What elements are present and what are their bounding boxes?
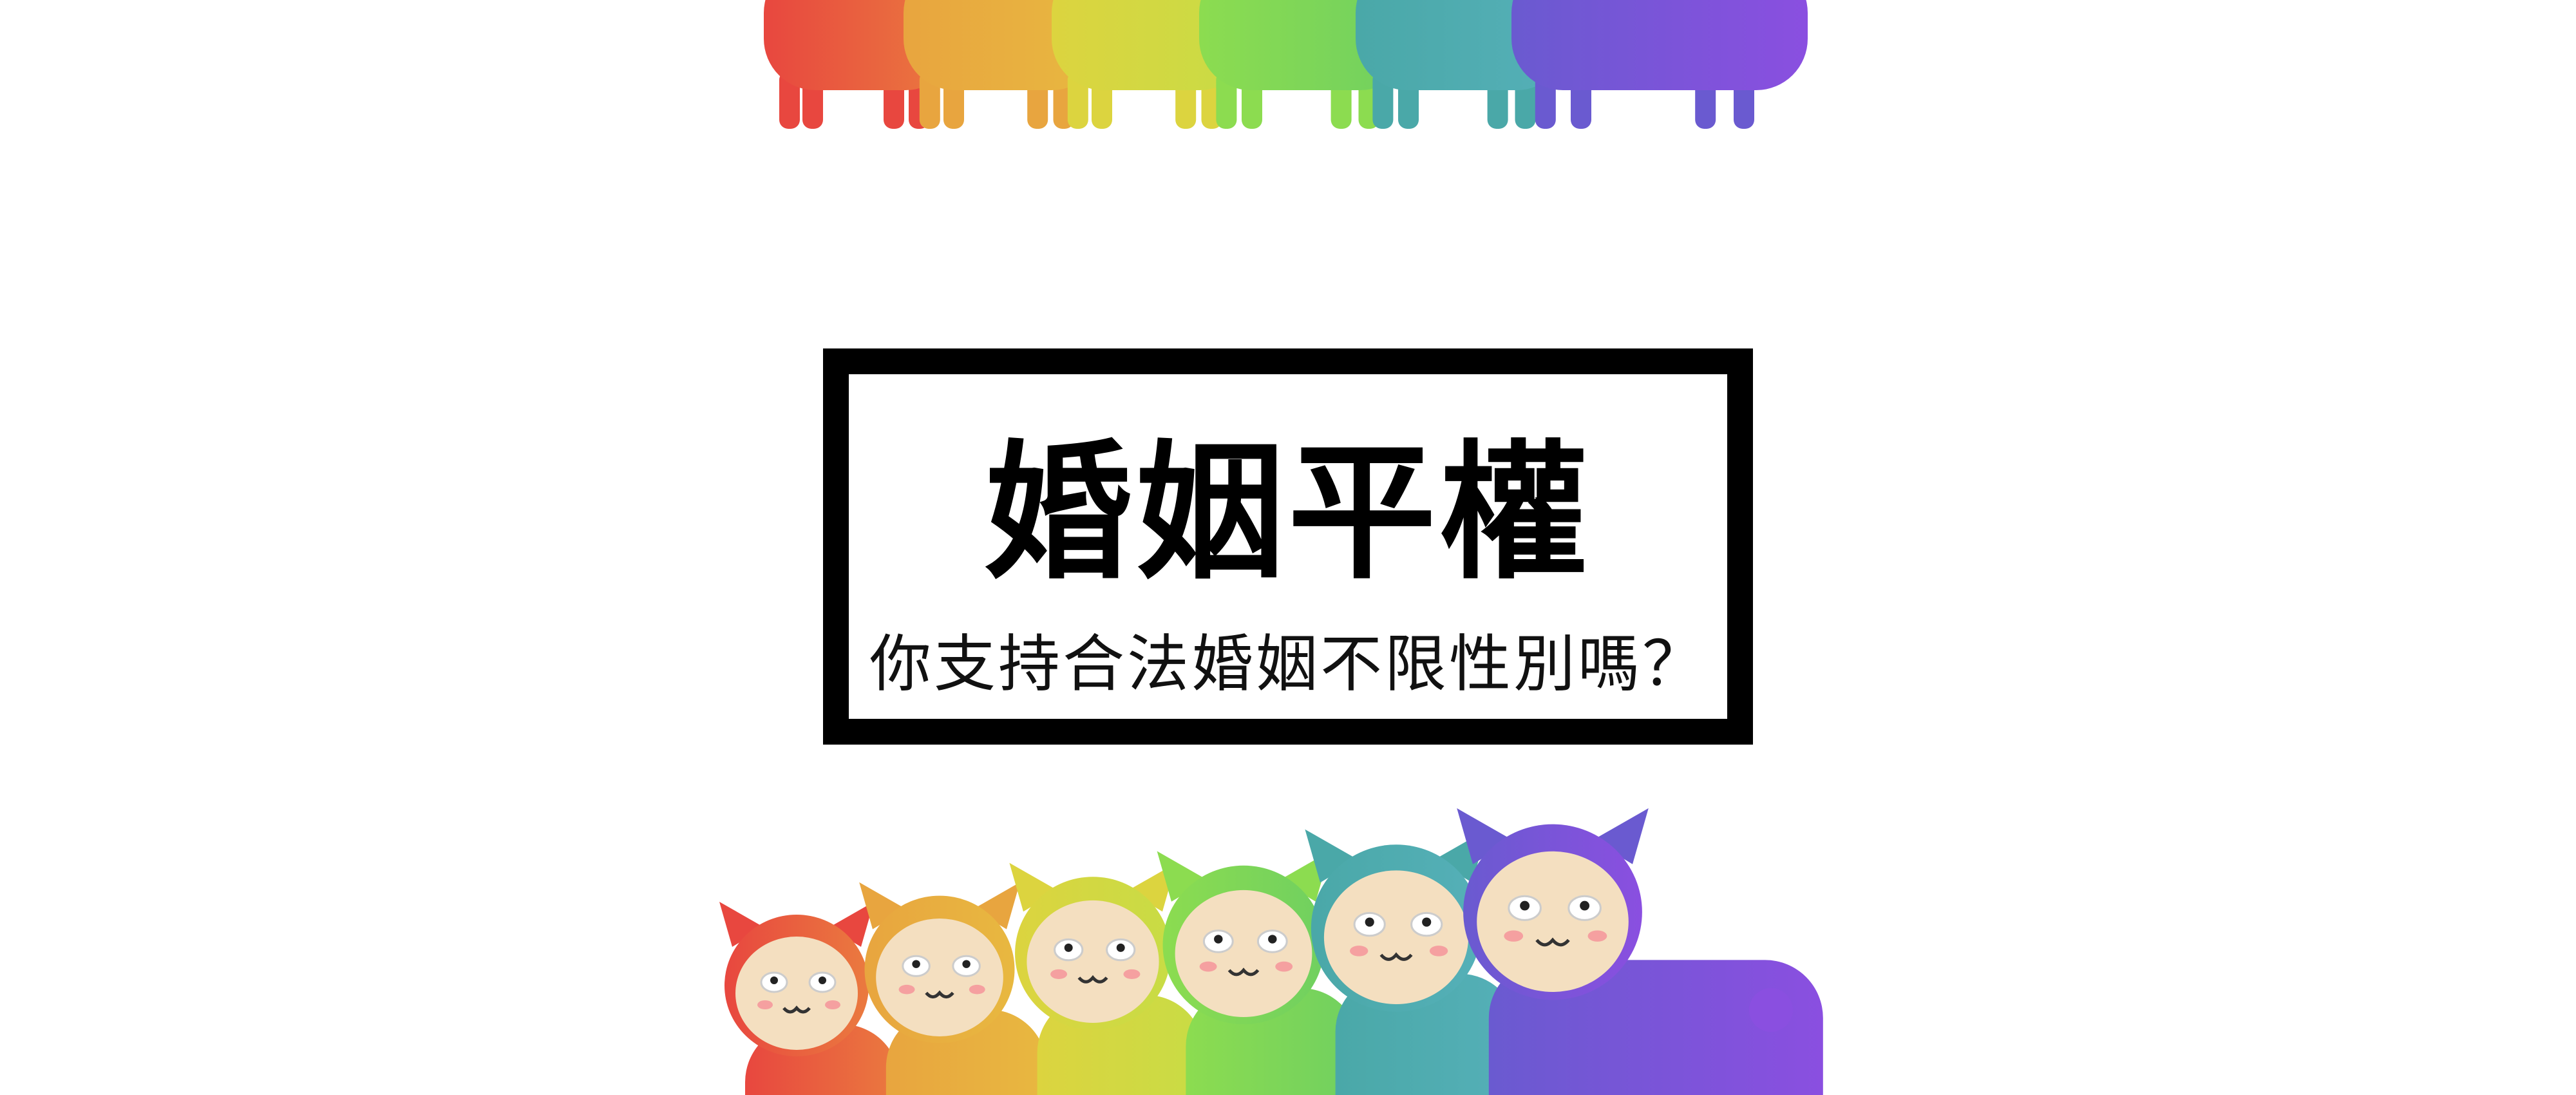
alpaca-pupil bbox=[1064, 943, 1073, 952]
alpaca-ear bbox=[1009, 862, 1058, 912]
alpaca-pupil bbox=[1580, 900, 1590, 911]
alpaca-face bbox=[1323, 870, 1469, 1004]
alpaca-pupil bbox=[1116, 943, 1125, 952]
alpaca-pupil bbox=[1422, 917, 1432, 927]
alpaca-mouth bbox=[1227, 967, 1260, 976]
alpaca-ear bbox=[1593, 808, 1649, 864]
alpaca-pupil bbox=[1214, 935, 1223, 944]
title-card: 婚姻平權 你支持合法婚姻不限性別嗎？ bbox=[823, 348, 1753, 745]
alpaca-blush bbox=[757, 1000, 773, 1009]
alpaca-mouth bbox=[1535, 937, 1570, 947]
alpaca-pupil bbox=[912, 960, 920, 968]
alpaca-tail bbox=[1749, 988, 1793, 1032]
alpaca-blush bbox=[969, 984, 985, 995]
alpaca-mouth bbox=[782, 1005, 811, 1014]
alpaca-blush bbox=[1199, 961, 1217, 972]
alpaca-ear bbox=[1157, 851, 1208, 902]
alpaca-pupil bbox=[1365, 917, 1374, 927]
alpaca-pupil bbox=[962, 960, 971, 968]
alpaca-face bbox=[876, 918, 1003, 1036]
title: 婚姻平權 bbox=[983, 426, 1592, 600]
alpaca-pupil bbox=[770, 976, 778, 984]
alpaca-body bbox=[1511, 0, 1808, 90]
alpaca-blush bbox=[898, 984, 915, 995]
alpaca-face bbox=[1477, 851, 1629, 992]
alpaca-pupil bbox=[1520, 900, 1530, 911]
alpaca-face bbox=[1175, 890, 1312, 1017]
alpaca-mouth bbox=[925, 990, 954, 999]
alpaca-face bbox=[735, 937, 858, 1050]
alpaca-blush bbox=[1504, 930, 1524, 942]
alpaca-ear bbox=[859, 882, 906, 929]
alpaca-ear bbox=[1457, 808, 1513, 864]
alpaca-pupil bbox=[819, 976, 826, 984]
alpaca-ear bbox=[719, 902, 764, 947]
alpaca-ear bbox=[1305, 829, 1358, 883]
alpaca-blush bbox=[1050, 969, 1068, 979]
alpaca-mouth bbox=[1077, 975, 1108, 984]
alpaca-blush bbox=[1275, 961, 1293, 972]
alpaca-mouth bbox=[1379, 952, 1413, 961]
alpaca-ear bbox=[829, 902, 874, 947]
alpaca-blush bbox=[1123, 969, 1141, 979]
alpaca-ear bbox=[973, 882, 1020, 929]
subtitle: 你支持合法婚姻不限性別嗎？ bbox=[869, 628, 1707, 700]
alpaca-blush bbox=[1429, 946, 1448, 957]
alpaca-pupil bbox=[1268, 935, 1277, 944]
alpaca-face bbox=[1027, 900, 1159, 1023]
alpaca-blush bbox=[825, 1000, 840, 1009]
alpaca-blush bbox=[1587, 930, 1607, 942]
alpaca-blush bbox=[1350, 946, 1368, 957]
